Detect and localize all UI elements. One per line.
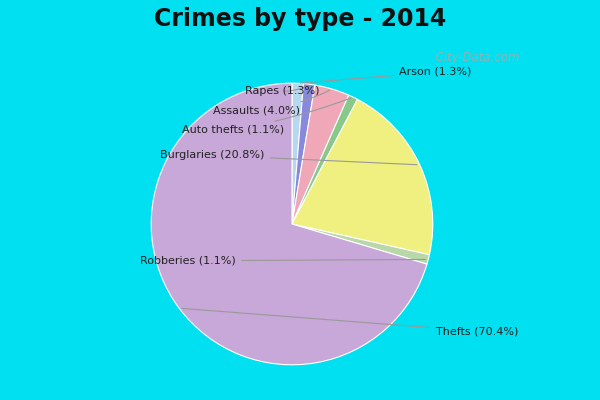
Text: Rapes (1.3%): Rapes (1.3%) [245,86,319,96]
Text: Thefts (70.4%): Thefts (70.4%) [182,308,518,336]
Wedge shape [151,83,427,365]
Wedge shape [292,224,430,264]
Wedge shape [292,84,315,224]
Text: Crimes by type - 2014: Crimes by type - 2014 [154,7,446,31]
Text: Arson (1.3%): Arson (1.3%) [301,67,472,83]
Text: Burglaries (20.8%): Burglaries (20.8%) [160,150,417,165]
Wedge shape [292,95,358,224]
Wedge shape [292,85,349,224]
Wedge shape [292,99,433,255]
Text: City-Data.com: City-Data.com [428,50,520,64]
Text: Auto thefts (1.1%): Auto thefts (1.1%) [182,98,350,134]
Text: Robberies (1.1%): Robberies (1.1%) [140,256,425,266]
Wedge shape [292,83,304,224]
Text: Assaults (4.0%): Assaults (4.0%) [213,90,329,115]
